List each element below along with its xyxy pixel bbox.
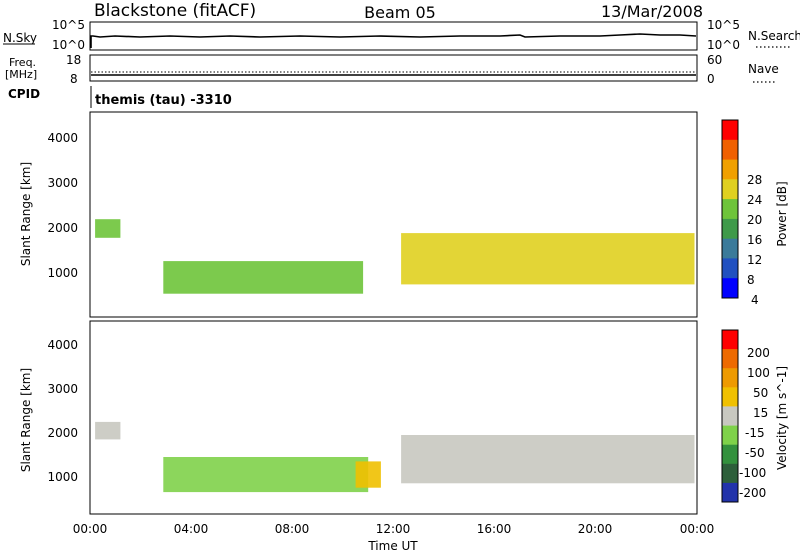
colorbar-cell: [722, 368, 738, 388]
power-cbar-label: Power [dB]: [775, 181, 789, 246]
velocity-cbar-tick: 100: [747, 366, 770, 380]
nsearch-label: N.Search: [748, 29, 800, 43]
colorbar-cell: [722, 258, 738, 279]
velocity-cbar-label: Velocity [m s^-1]: [775, 366, 789, 470]
freq-label: Freq.: [9, 56, 36, 69]
scatter-region-0: [95, 219, 121, 238]
colorbar-cell: [722, 330, 738, 350]
nsky-panel-frame: [89, 21, 698, 51]
cpid-text: themis (tau) -3310: [95, 93, 232, 108]
x-tick: 20:00: [578, 522, 613, 536]
nsearch-tick-bottom: 10^0: [707, 38, 740, 52]
velocity-cbar-tick: -15: [745, 426, 765, 440]
nsky-tick-top: 10^5: [52, 18, 85, 32]
colorbar-cell: [722, 120, 738, 141]
velocity-y-tick: 4000: [47, 338, 78, 352]
colorbar-cell: [722, 139, 738, 161]
power-cbar-tick: 16: [747, 233, 762, 247]
power-y-tick: 3000: [47, 176, 78, 190]
colorbar-cell: [722, 482, 738, 503]
velocity-y-tick: 2000: [47, 426, 78, 440]
colorbar-cell: [722, 278, 738, 299]
colorbar-frame: [721, 119, 739, 299]
power-cbar-tick: 4: [751, 293, 759, 307]
date-title: 13/Mar/2008: [601, 2, 703, 21]
velocity-panel-frame: [89, 320, 698, 515]
nsky-trace: [90, 33, 697, 48]
velocity-cbar-tick: -100: [739, 466, 766, 480]
scatter-region-1: [163, 261, 364, 294]
x-tick: 04:00: [174, 522, 209, 536]
x-tick: 00:00: [73, 522, 108, 536]
x-tick: 08:00: [275, 522, 310, 536]
x-tick: 12:00: [376, 522, 411, 536]
velocity-colorbar: [721, 329, 739, 503]
colorbar-cell: [722, 425, 738, 446]
velocity-y-tick: 1000: [47, 470, 78, 484]
colorbar-frame: [721, 329, 739, 503]
power-cbar-tick: 20: [747, 213, 762, 227]
nave-tick-top: 60: [707, 53, 722, 67]
colorbar-cell: [722, 463, 738, 484]
power-y-tick: 2000: [47, 221, 78, 235]
velocity-cbar-tick: -50: [745, 446, 765, 460]
colorbar-cell: [722, 387, 738, 407]
freq-tick-top: 18: [66, 53, 81, 67]
velocity-cbar-tick: 15: [753, 406, 768, 420]
colorbar-cell: [722, 218, 738, 240]
nave-label: Nave: [748, 62, 779, 76]
velocity-y-tick: 3000: [47, 382, 78, 396]
station-title: Blackstone (fitACF): [94, 1, 256, 21]
velocity-cbar-tick: -200: [739, 486, 766, 500]
scatter-region-0: [95, 421, 121, 440]
colorbar-cell: [722, 238, 738, 259]
power-cbar-tick: 12: [747, 253, 762, 267]
scatter-region-1: [163, 457, 369, 493]
velocity-y-axis-label: Slant Range [km]: [19, 368, 33, 472]
colorbar-cell: [722, 159, 738, 180]
nsky-tick-bottom: 10^0: [52, 38, 85, 52]
power-panel-frame: [89, 111, 698, 318]
x-tick: 16:00: [477, 522, 512, 536]
nave-tick-bottom: 0: [707, 72, 715, 86]
colorbar-cell: [722, 349, 738, 369]
colorbar-cell: [722, 179, 738, 200]
velocity-cbar-tick: 50: [753, 386, 768, 400]
freq-panel-frame: [89, 54, 698, 82]
power-cbar-tick: 28: [747, 173, 762, 187]
colorbar-cell: [722, 444, 738, 465]
power-y-tick: 4000: [47, 131, 78, 145]
x-tick: 00:00: [680, 522, 715, 536]
power-cbar-tick: 8: [747, 273, 755, 287]
colorbar-cell: [722, 406, 738, 426]
freq-tick-bottom: 8: [70, 72, 78, 86]
velocity-data-layer: [95, 421, 695, 493]
freq-unit: [MHz]: [5, 68, 37, 81]
power-cbar-tick: 24: [747, 193, 762, 207]
scatter-region-3: [401, 435, 695, 484]
beam-title: Beam 05: [364, 3, 436, 22]
scatter-region-2: [355, 461, 381, 488]
power-data-layer: [95, 219, 695, 294]
colorbar-cell: [722, 199, 738, 220]
cpid-label: CPID: [8, 87, 40, 101]
scatter-region-2: [401, 233, 695, 285]
velocity-cbar-tick: 200: [747, 346, 770, 360]
power-y-tick: 1000: [47, 266, 78, 280]
power-y-axis-label: Slant Range [km]: [19, 162, 33, 266]
power-colorbar: [721, 119, 739, 299]
x-axis-label: Time UT: [367, 539, 418, 553]
nsky-label: N.Sky: [3, 31, 37, 45]
nsearch-tick-top: 10^5: [707, 18, 740, 32]
